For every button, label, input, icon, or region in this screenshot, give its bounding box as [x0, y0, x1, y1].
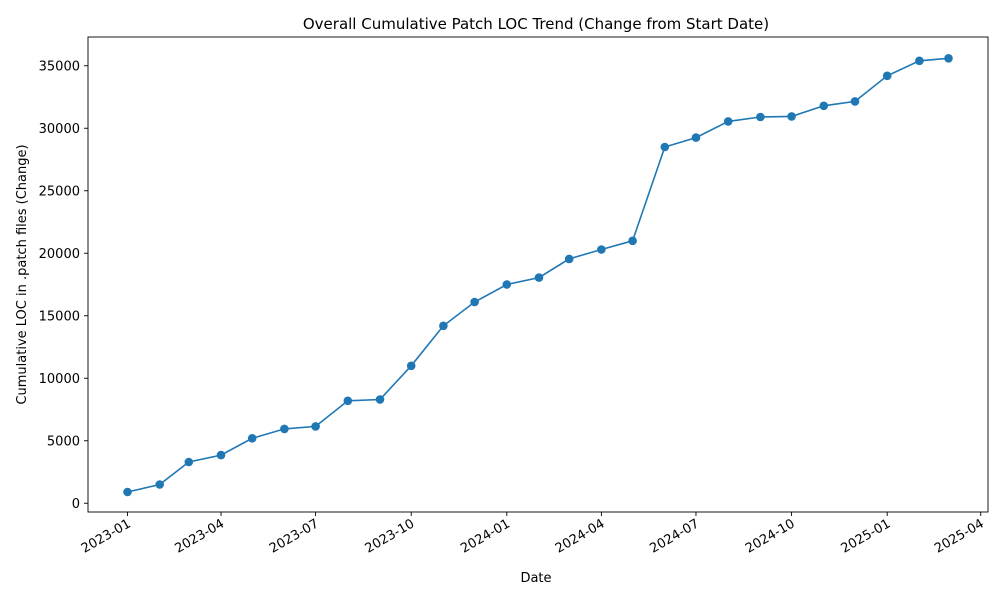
data-point	[756, 112, 765, 122]
x-tick-label: 2024-10	[743, 516, 798, 556]
data-point	[850, 97, 860, 106]
data-point	[691, 133, 701, 142]
data-point	[155, 480, 164, 489]
data-point	[216, 450, 226, 460]
y-tick-label: 0	[72, 497, 80, 512]
x-tick-label: 2024-07	[647, 516, 702, 556]
x-tick-label: 2025-01	[839, 516, 894, 556]
y-tick-label: 25000	[39, 184, 80, 199]
data-point	[280, 424, 289, 434]
data-point	[819, 101, 829, 111]
x-tick-label: 2023-10	[363, 516, 418, 556]
y-tick-label: 10000	[39, 372, 80, 387]
data-point	[787, 112, 796, 121]
data-point	[123, 487, 132, 497]
plot-frame	[87, 36, 989, 513]
x-tick-label: 2025-04	[932, 516, 987, 556]
chart-title: Overall Cumulative Patch LOC Trend (Chan…	[303, 15, 769, 33]
data-point	[406, 361, 416, 371]
x-tick-label: 2024-04	[553, 516, 608, 556]
data-point	[564, 254, 574, 264]
data-point	[343, 396, 353, 406]
data-point	[534, 273, 544, 282]
data-point	[915, 56, 924, 66]
data-point	[311, 422, 320, 431]
plot-area	[123, 54, 953, 497]
x-tick-label: 2023-07	[267, 516, 322, 556]
x-axis: 2023-01 2023-04 2023-07 2023-10 2024-01 2024-…	[79, 512, 987, 557]
y-tick-label: 5000	[47, 434, 80, 449]
y-tick-label: 30000	[39, 122, 80, 137]
x-axis-label: Date	[520, 571, 551, 586]
y-axis-label: Cumulative LOC in .patch files (Change)	[15, 144, 30, 404]
data-point	[597, 245, 606, 254]
data-point	[944, 54, 953, 63]
data-point	[660, 142, 670, 152]
data-point	[184, 457, 194, 467]
y-tick-label: 20000	[39, 247, 80, 262]
data-point	[375, 395, 385, 404]
x-tick-label: 2023-04	[172, 516, 227, 556]
data-point	[882, 71, 892, 81]
y-axis: 0 5000 10000 15000 20000 25000 30000 35000	[39, 59, 88, 512]
data-point	[247, 434, 257, 443]
y-tick-label: 35000	[39, 59, 80, 74]
y-tick-label: 15000	[39, 309, 80, 324]
data-point	[439, 321, 448, 331]
data-point	[723, 117, 733, 126]
x-tick-label: 2024-01	[458, 516, 513, 556]
data-point	[470, 297, 479, 307]
data-point	[502, 280, 512, 289]
x-tick-label: 2023-01	[79, 516, 134, 556]
data-point	[628, 236, 637, 246]
